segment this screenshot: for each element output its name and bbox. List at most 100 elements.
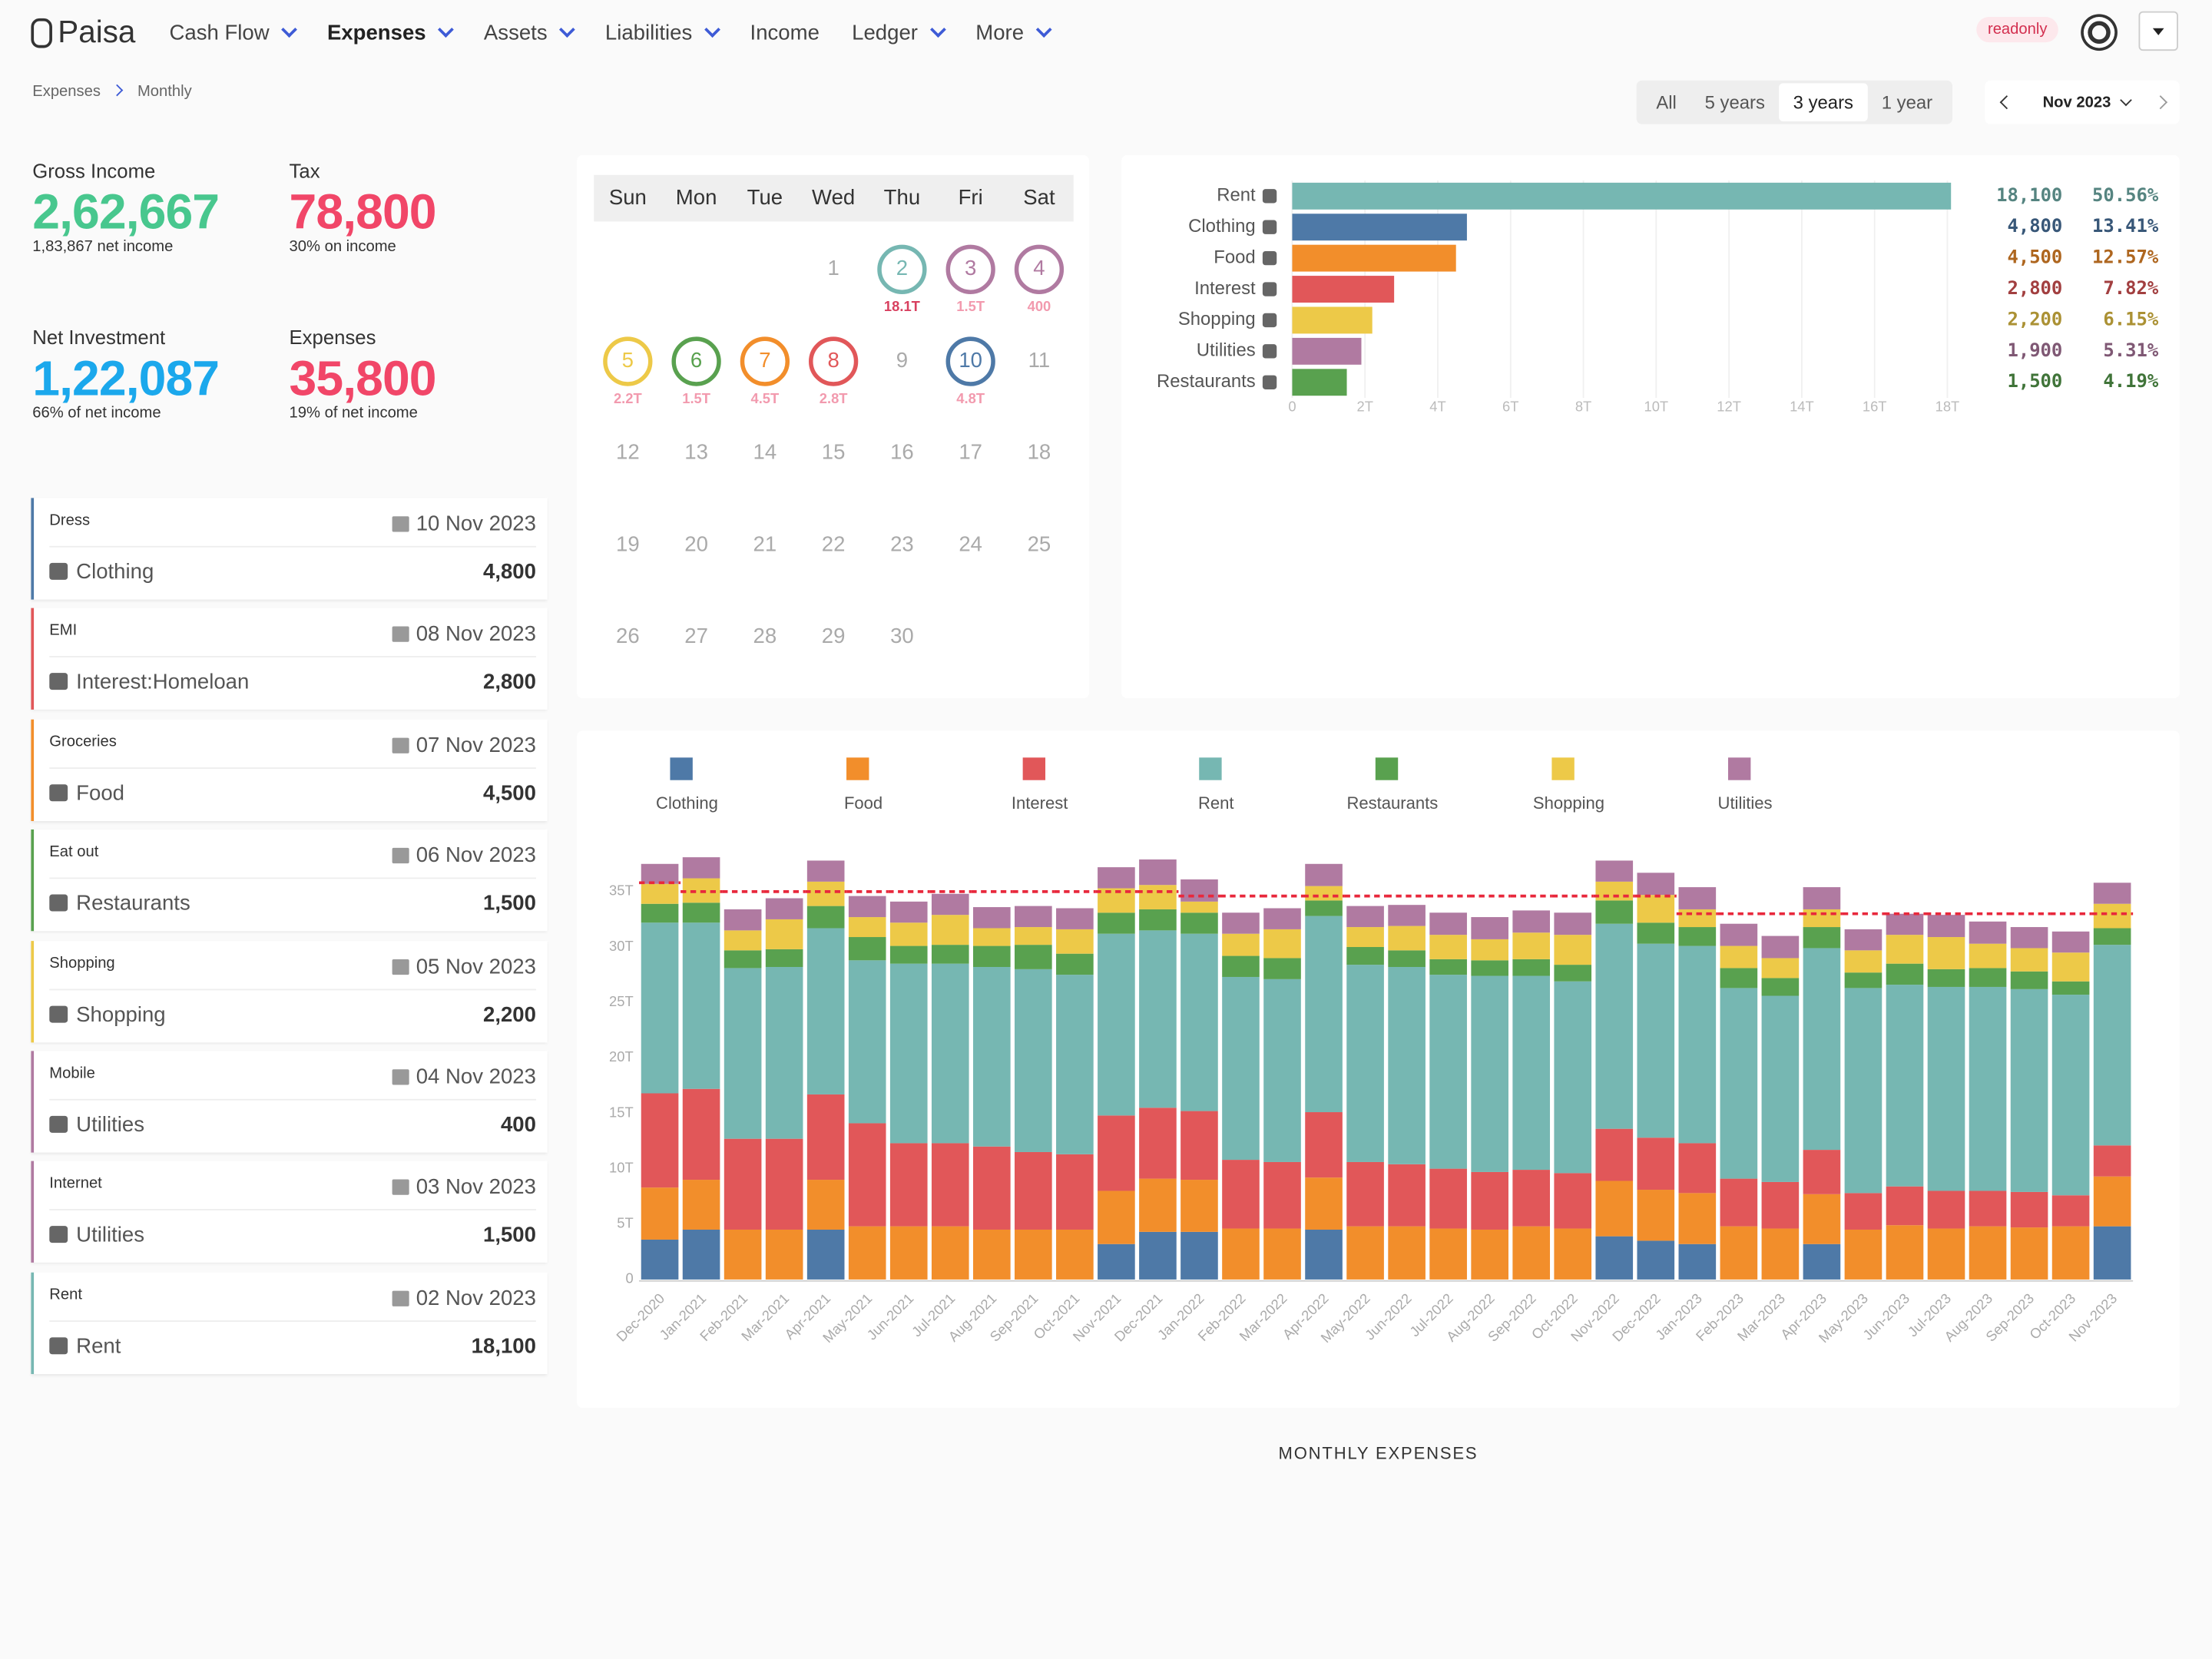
bar-segment [1803,1194,1841,1244]
bar-segment [1471,975,1508,1172]
nav-label: Expenses [326,20,426,45]
amount: 2,800 [482,671,536,695]
bar-segment [765,898,803,919]
bar-segment [1222,955,1260,977]
day: 9 [896,348,908,372]
transaction-card[interactable]: Mobile 04 Nov 2023 Utilities 400 [31,1051,548,1153]
bar-segment [1305,863,1343,886]
period-tab[interactable]: All [1656,91,1677,113]
bar-segment [1637,922,1675,944]
day-amount: 2.8T [820,390,849,406]
bar-segment [1263,958,1301,979]
calendar-icon [392,737,409,753]
nav-label: More [975,20,1025,45]
stat-note: 1,83,867 net income [32,238,174,256]
category-icon [49,1115,68,1133]
value-label: 4,500 [2007,247,2062,268]
month[interactable]: Nov 2023 [2042,94,2111,111]
period-tab[interactable]: 3 years [1779,83,1868,121]
category-icon [1262,220,1277,234]
calendar-icon [392,627,409,643]
day: 13 [684,440,708,464]
transaction-card[interactable]: Internet 03 Nov 2023 Utilities 1,500 [31,1161,548,1263]
bar-segment [1098,1190,1135,1244]
bar-segment [1844,1229,1883,1280]
bar-segment [1844,1193,1883,1230]
bar-segment [2010,988,2048,1192]
x-tick-label: 8T [1575,399,1591,415]
category: Restaurants [76,892,190,916]
nav-item[interactable]: Cash Flow [169,21,297,45]
bar-segment [1139,909,1177,931]
bar-segment [1471,960,1508,976]
day: 23 [890,531,914,555]
bar-segment [1637,943,1675,1138]
bar-segment [972,966,1011,1147]
category-wrap: Rent [49,1334,121,1358]
transaction-card[interactable]: Shopping 05 Nov 2023 Shopping 2,200 [31,940,548,1042]
bar-segment [1886,1225,1924,1280]
nav-item[interactable]: More [975,20,1052,45]
x-tick-label: 4T [1429,399,1445,415]
bar-segment [1554,1173,1592,1229]
bar-segment [1056,953,1094,975]
bar-segment [1181,879,1218,902]
day-amount: 1.5T [956,298,985,314]
legend-swatch [1551,757,1575,780]
bar-segment [1429,959,1467,975]
bar-segment [1305,1229,1343,1280]
transaction-card[interactable]: EMI 08 Nov 2023 Interest:Homeloan 2,800 [31,608,548,710]
logo[interactable]: Paisa [31,14,135,51]
day: 27 [684,624,708,647]
bar-segment [1429,912,1467,935]
bar-segment [1678,927,1717,946]
bar-segment [848,1123,886,1227]
transaction-card[interactable]: Groceries 07 Nov 2023 Food 4,500 [31,719,548,821]
transaction-card[interactable]: Rent 02 Nov 2023 Rent 18,100 [31,1272,548,1374]
bar-segment [641,1239,679,1280]
breadcrumb-item[interactable]: Expenses [32,83,101,101]
bar-segment [641,903,679,923]
bar-segment [1305,886,1343,901]
bar-segment [765,966,803,1139]
weekday: Mon [676,185,717,209]
bar [1292,182,1952,210]
share-label: 50.56% [2092,184,2159,206]
description: Rent [49,1286,82,1303]
day: 18 [1028,440,1051,464]
bar-segment [2093,1226,2131,1280]
day-ring [603,336,653,386]
nav-item[interactable]: Income [750,21,820,45]
bar-segment [931,963,969,1144]
bar-segment [1927,986,1965,1191]
date: 06 Nov 2023 [416,843,536,868]
nav-item[interactable]: Assets [484,21,575,45]
transaction-card[interactable]: Dress 10 Nov 2023 Clothing 4,800 [31,498,548,600]
bar-segment [1844,929,1883,951]
period-tab[interactable]: 1 year [1881,91,1933,113]
transaction-card[interactable]: Eat out 06 Nov 2023 Restaurants 1,500 [31,830,548,932]
nav-item[interactable]: Expenses [326,20,454,45]
nav-item[interactable]: Liabilities [605,21,720,45]
bar-segment [889,922,928,946]
stat: Net Investment 1,22,087 66% of net income [32,326,220,422]
nav-item[interactable]: Ledger [852,21,946,45]
theme-toggle[interactable] [2088,21,2111,44]
period-tab[interactable]: 5 years [1704,91,1765,113]
day-ring [671,336,721,386]
description: EMI [49,622,78,640]
bar-segment [682,922,720,1089]
date-wrap: 02 Nov 2023 [392,1286,536,1310]
bar-segment [1346,1161,1384,1227]
bar-segment [848,960,886,1124]
user-dropdown[interactable] [2138,11,2178,51]
day-ring [945,244,995,294]
bar-segment [1595,923,1634,1129]
bar [1292,369,1347,396]
bar-segment [972,945,1011,967]
weekday: Fri [959,185,983,209]
bar-segment [1139,859,1177,886]
day: 7 [759,348,770,372]
legend-label: Interest [1012,793,1068,813]
bar-segment [724,968,762,1139]
